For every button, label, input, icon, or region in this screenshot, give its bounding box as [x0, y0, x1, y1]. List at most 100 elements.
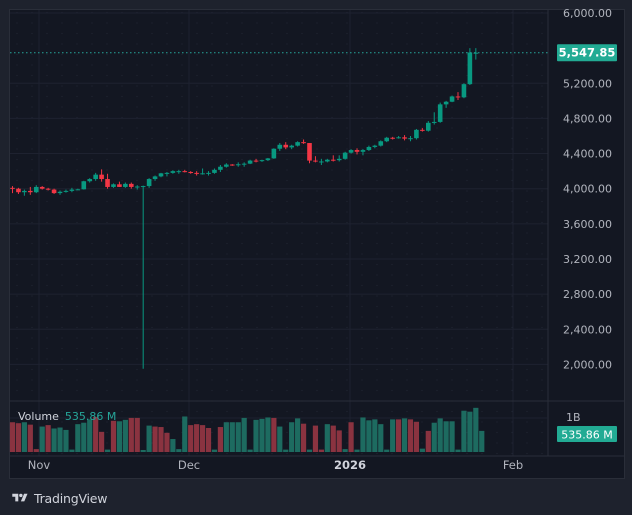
candle[interactable]	[39, 186, 45, 190]
volume-bar[interactable]	[223, 422, 229, 452]
candle[interactable]	[224, 163, 229, 168]
volume-bar[interactable]	[407, 419, 414, 452]
volume-bar[interactable]	[75, 424, 81, 452]
candle[interactable]	[408, 135, 413, 142]
volume-bar[interactable]	[110, 420, 117, 452]
volume-bar[interactable]	[140, 450, 146, 452]
volume-bar[interactable]	[15, 423, 22, 452]
volume-bar[interactable]	[21, 422, 27, 452]
candle[interactable]	[194, 171, 199, 176]
volume-bar[interactable]	[9, 422, 16, 452]
candle[interactable]	[158, 172, 164, 178]
candle[interactable]	[140, 185, 146, 369]
volume-bar[interactable]	[360, 417, 366, 452]
candle[interactable]	[212, 168, 217, 174]
volume-bar[interactable]	[300, 423, 307, 452]
candle[interactable]	[75, 188, 81, 191]
volume-bar[interactable]	[63, 429, 69, 452]
candle[interactable]	[307, 143, 312, 164]
volume-bar[interactable]	[348, 422, 354, 452]
candle[interactable]	[111, 183, 116, 188]
candle[interactable]	[134, 185, 140, 190]
price-axis[interactable]: 6,000.00 5,200.00 4,800.00 4,400.00 4,000.00…	[563, 7, 612, 371]
candle[interactable]	[247, 159, 253, 165]
volume-bar[interactable]	[57, 427, 63, 452]
candle[interactable]	[206, 171, 211, 176]
candle[interactable]	[360, 149, 366, 156]
volume-bar[interactable]	[211, 449, 218, 452]
candle[interactable]	[45, 187, 51, 191]
candle[interactable]	[22, 189, 27, 196]
candle[interactable]	[253, 158, 259, 163]
candle[interactable]	[336, 155, 342, 162]
volume-bar[interactable]	[336, 430, 342, 452]
volume-bar[interactable]	[295, 418, 301, 452]
volume-bar[interactable]	[479, 430, 485, 452]
candle[interactable]	[152, 175, 158, 181]
candle[interactable]	[461, 83, 467, 99]
candles[interactable]	[10, 48, 479, 369]
candle[interactable]	[182, 169, 188, 173]
candle[interactable]	[164, 172, 170, 177]
candle[interactable]	[473, 48, 479, 60]
candle[interactable]	[123, 182, 128, 188]
volume-bar[interactable]	[122, 419, 128, 452]
candle[interactable]	[259, 159, 265, 162]
volume-bar[interactable]	[45, 425, 51, 452]
volume-bar[interactable]	[265, 417, 271, 452]
volume-bar[interactable]	[330, 425, 336, 452]
candle[interactable]	[449, 95, 455, 103]
volume-bar[interactable]	[390, 419, 396, 452]
volume-bar[interactable]	[455, 449, 461, 452]
volume-bar[interactable]	[401, 418, 408, 452]
candle[interactable]	[348, 149, 354, 154]
volume-bar[interactable]	[199, 425, 206, 452]
volume-bar[interactable]	[116, 421, 123, 452]
volume-bar[interactable]	[170, 439, 176, 452]
candle[interactable]	[241, 162, 247, 167]
volume-bar[interactable]	[354, 449, 360, 452]
volume-bar[interactable]	[342, 449, 348, 452]
candle[interactable]	[342, 151, 348, 160]
volume-bar[interactable]	[461, 410, 467, 452]
candle[interactable]	[443, 100, 449, 108]
volume-bar[interactable]	[128, 417, 134, 452]
volume-bar[interactable]	[378, 424, 384, 452]
candle[interactable]	[414, 128, 419, 140]
candle[interactable]	[271, 148, 277, 159]
volume-bar[interactable]	[425, 430, 431, 452]
volume-bar[interactable]	[69, 449, 75, 452]
volume-bar[interactable]	[271, 417, 277, 452]
candle[interactable]	[87, 178, 93, 183]
candle[interactable]	[437, 102, 443, 123]
candle[interactable]	[188, 171, 193, 174]
candle[interactable]	[390, 136, 395, 140]
candle[interactable]	[117, 181, 122, 187]
candle[interactable]	[330, 155, 336, 162]
volume-bar[interactable]	[182, 416, 188, 452]
volume-bar[interactable]	[372, 419, 378, 452]
volume-bar[interactable]	[205, 428, 212, 452]
footer[interactable]: TradingView	[10, 488, 108, 508]
volume-bar[interactable]	[104, 449, 111, 452]
volume-bar[interactable]	[431, 422, 437, 452]
volume-bar[interactable]	[217, 427, 223, 452]
volume-bar[interactable]	[473, 407, 479, 452]
volume-bar[interactable]	[51, 428, 57, 452]
candle[interactable]	[431, 112, 437, 125]
volume-bar[interactable]	[247, 449, 253, 452]
candle[interactable]	[420, 128, 425, 132]
volume-bar[interactable]	[253, 419, 259, 452]
volume-bar[interactable]	[229, 422, 235, 452]
candle[interactable]	[81, 180, 87, 190]
volume-bar[interactable]	[164, 432, 170, 452]
volume-bar[interactable]	[81, 422, 87, 452]
candle[interactable]	[93, 172, 98, 181]
candle[interactable]	[99, 169, 104, 182]
volume-bar[interactable]	[283, 449, 289, 452]
volume-bar[interactable]	[188, 425, 194, 452]
candle[interactable]	[176, 169, 182, 174]
volume-bar[interactable]	[419, 448, 425, 452]
candle[interactable]	[325, 158, 330, 163]
candle[interactable]	[378, 140, 384, 147]
